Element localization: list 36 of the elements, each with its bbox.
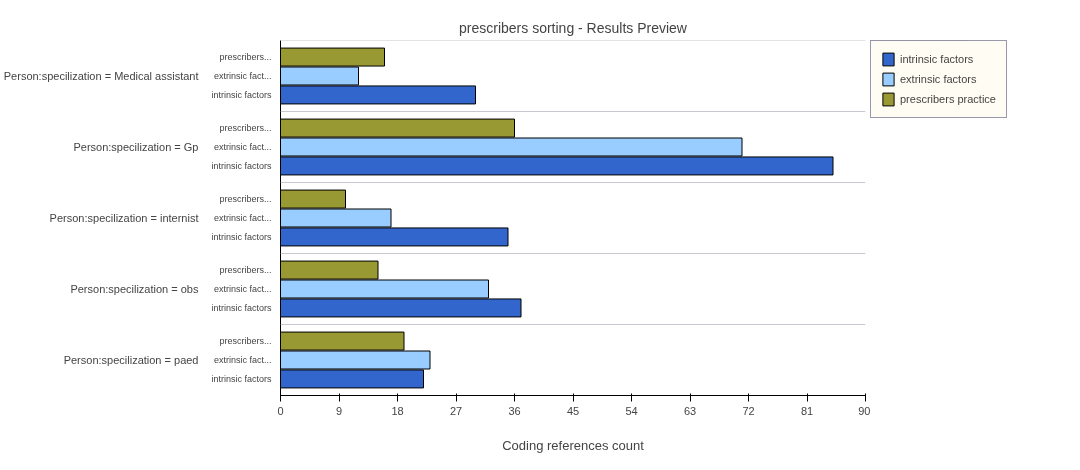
text: intrinsic factors [211, 302, 272, 313]
x-tick-label: 9 [335, 404, 343, 417]
text: prescribers... [219, 52, 272, 63]
y-tick-label: Person:specilization = paed [63, 354, 199, 366]
y-tick-label: Person:specilization = Medical assistant [3, 70, 199, 82]
text: extrinsic fact... [213, 142, 272, 152]
text: extrinsic fact... [213, 355, 272, 365]
legend-label: prescribers practice [900, 93, 996, 105]
text: intrinsic factors [211, 89, 272, 100]
x-tick-label: 45 [566, 404, 580, 417]
text: intrinsic factors [211, 231, 272, 242]
text: extrinsic fact... [213, 71, 272, 81]
text: extrinsic fact... [213, 213, 272, 223]
text: prescribers... [219, 194, 272, 205]
text: intrinsic factors [211, 160, 272, 171]
x-tick-label: 0 [277, 404, 284, 417]
text: intrinsic factors [211, 373, 272, 384]
x-tick-label: 27 [449, 404, 463, 417]
text: prescribers... [219, 265, 272, 276]
legend-label: intrinsic factors [900, 53, 974, 65]
text: extrinsic fact... [213, 284, 272, 294]
x-tick-label: 72 [742, 404, 755, 417]
y-tick-label: Person:specilization = obs [70, 283, 199, 295]
x-tick-label: 63 [683, 404, 697, 417]
x-axis-title: Coding references count [502, 437, 645, 453]
x-tick-label: 36 [508, 404, 521, 417]
x-tick-label: 54 [625, 404, 638, 417]
text: prescribers... [219, 336, 272, 347]
x-tick-label: 81 [800, 404, 814, 417]
legend-label: extrinsic factors [900, 73, 977, 85]
x-tick-label: 90 [858, 404, 871, 417]
text: prescribers... [219, 123, 272, 134]
y-tick-label: Person:specilization = Gp [73, 141, 199, 153]
y-tick-label: Person:specilization = internist [49, 212, 199, 224]
chart-title: prescribers sorting - Results Preview [459, 19, 688, 36]
x-tick-label: 18 [391, 404, 404, 417]
